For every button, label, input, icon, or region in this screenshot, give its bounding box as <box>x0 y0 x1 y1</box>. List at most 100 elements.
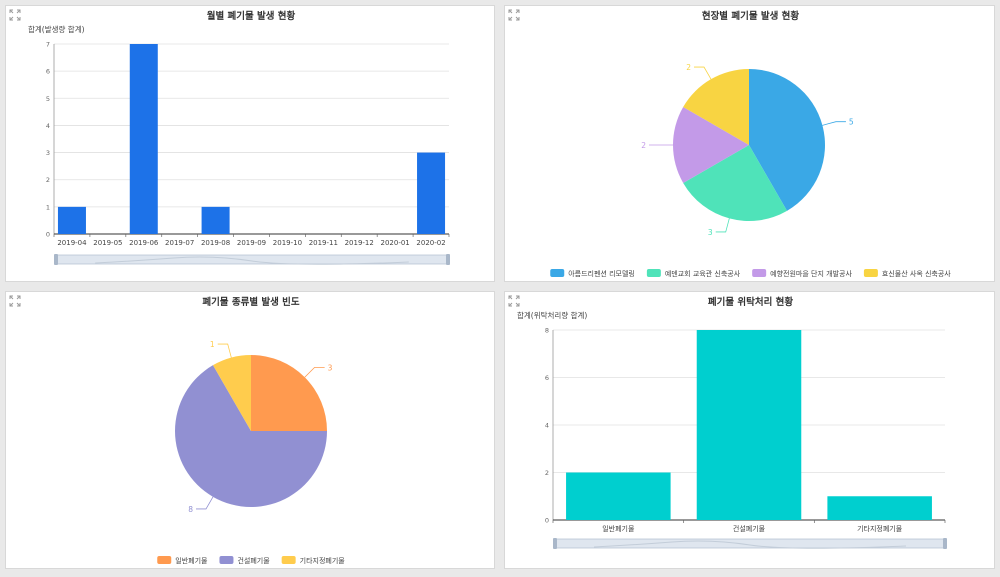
legend-label: 효신물산 사옥 신축공사 <box>882 269 951 278</box>
bar[interactable] <box>129 44 158 234</box>
pie-slice[interactable] <box>749 69 825 211</box>
chart-legend: 아름드리펜션 리모델링 예덴교회 교육관 신축공사 예향전원마을 단지 개발공사 효신… <box>550 269 951 278</box>
expand-icon-corner <box>508 295 513 300</box>
pie-value-label: 2 <box>641 141 646 150</box>
pie-value-label: 8 <box>188 505 193 514</box>
pie-label-line <box>217 343 232 358</box>
pie-slice[interactable] <box>213 355 251 431</box>
legend-label: 아름드리펜션 리모델링 <box>568 269 635 278</box>
pie-slice[interactable] <box>683 69 749 145</box>
expand-icon-corner <box>9 302 14 307</box>
legend-item[interactable]: 효신물산 사옥 신축공사 <box>863 269 951 278</box>
pie-value-label: 5 <box>849 118 854 127</box>
expand-icon-corner <box>515 9 520 14</box>
pie-slice[interactable] <box>175 365 327 507</box>
pie-label-line <box>694 66 712 80</box>
y-tick-label: 2 <box>545 469 549 477</box>
y-tick-label: 6 <box>46 68 50 76</box>
bar[interactable] <box>417 152 446 234</box>
x-tick-label: 기타지정폐기물 <box>857 524 903 533</box>
y-tick-label: 4 <box>46 122 50 130</box>
expand-icon[interactable] <box>9 9 21 21</box>
x-tick-label: 2019-12 <box>345 239 374 247</box>
x-tick-label: 2019-10 <box>273 239 302 247</box>
site-waste-pie-chart: 현장별 폐기물 발생 현황 5 3 2 2 아름드리펜션 리모델링 예덴교회 교육관 신축공… <box>508 9 951 278</box>
legend-item[interactable]: 일반폐기물 <box>157 556 208 565</box>
expand-icon-corner <box>508 302 513 307</box>
slider-right-handle[interactable] <box>446 254 450 265</box>
y-tick-label: 4 <box>545 422 549 430</box>
legend-swatch <box>281 556 296 564</box>
y-axis-name: 합계(발생량 합계) <box>28 24 85 34</box>
legend-item[interactable]: 예향전원마을 단지 개발공사 <box>752 269 852 278</box>
y-tick-label: 1 <box>46 203 50 211</box>
expand-icon-corner <box>515 295 520 300</box>
legend-label: 기타지정폐기물 <box>300 556 346 565</box>
expand-icon-corner <box>515 16 520 21</box>
slider-left-handle[interactable] <box>54 254 58 265</box>
expand-icon[interactable] <box>9 295 21 307</box>
bar[interactable] <box>57 206 86 234</box>
y-tick-label: 5 <box>46 95 50 103</box>
chart-title: 폐기물 종류별 발생 빈도 <box>202 296 300 308</box>
pie-label-line <box>822 121 846 126</box>
legend-swatch <box>863 269 878 277</box>
expand-icon[interactable] <box>508 295 520 307</box>
y-axis-name: 합계(위탁처리량 합계) <box>517 310 587 320</box>
expand-icon-corner <box>16 302 21 307</box>
y-tick-label: 6 <box>545 374 549 382</box>
y-tick-label: 8 <box>545 327 549 335</box>
bar[interactable] <box>696 330 802 520</box>
legend-item[interactable]: 예덴교회 교육관 신축공사 <box>646 269 741 278</box>
expand-icon-corner <box>508 9 513 14</box>
expand-icon-corner <box>16 16 21 21</box>
pie-slice[interactable] <box>251 355 327 431</box>
slider-right-handle[interactable] <box>943 538 947 549</box>
slider-preview-line <box>95 256 409 265</box>
y-tick-label: 0 <box>46 231 50 239</box>
y-tick-label: 0 <box>545 517 549 525</box>
site-waste-chart-panel: 현장별 폐기물 발생 현황 5 3 2 2 아름드리펜션 리모델링 예덴교회 교육관 신축공… <box>504 5 995 282</box>
zoom-slider[interactable] <box>553 538 947 549</box>
y-tick-label: 3 <box>46 149 50 157</box>
pie-label-line <box>304 366 325 378</box>
expand-icon-corner <box>508 16 513 21</box>
x-tick-label: 2019-09 <box>237 239 266 247</box>
x-tick-label: 건설폐기물 <box>733 524 766 533</box>
x-tick-label: 2019-06 <box>129 239 159 247</box>
x-tick-label: 2020-02 <box>416 239 445 247</box>
pie-value-label: 3 <box>708 228 713 237</box>
legend-label: 일반폐기물 <box>175 556 208 565</box>
chart-legend: 일반폐기물 건설폐기물 기타지정폐기물 <box>157 556 345 565</box>
zoom-slider[interactable] <box>54 254 450 265</box>
legend-swatch <box>646 269 661 277</box>
pie-slice[interactable] <box>673 107 749 183</box>
expand-icon-corner <box>9 9 14 14</box>
expand-icon-corner <box>515 302 520 307</box>
x-tick-label: 2019-08 <box>201 239 230 247</box>
legend-item[interactable]: 기타지정폐기물 <box>281 556 346 565</box>
bar[interactable] <box>827 496 932 520</box>
waste-type-chart-panel: 폐기물 종류별 발생 빈도 3 8 1 일반폐기물 건설폐기물 기타지정폐기물 <box>5 291 495 569</box>
expand-icon-corner <box>16 295 21 300</box>
x-tick-label: 2019-05 <box>93 239 122 247</box>
legend-item[interactable]: 아름드리펜션 리모델링 <box>550 269 635 278</box>
pie-label-line <box>715 218 730 233</box>
chart-title: 월별 폐기물 발생 현황 <box>207 10 296 22</box>
x-tick-label: 2019-04 <box>57 239 87 247</box>
pie-slice[interactable] <box>683 145 787 221</box>
pie-value-label: 1 <box>210 340 215 349</box>
bar[interactable] <box>566 472 671 521</box>
consignment-chart-panel: 폐기물 위탁처리 현황 합계(위탁처리량 합계) 0 2 4 6 8 일반폐기물 건설폐기물 기타… <box>504 291 995 569</box>
chart-title: 폐기물 위탁처리 현황 <box>708 296 794 308</box>
legend-item[interactable]: 건설폐기물 <box>219 556 270 565</box>
pie-value-label: 2 <box>686 63 691 72</box>
legend-swatch <box>157 556 172 564</box>
slider-left-handle[interactable] <box>553 538 557 549</box>
pie-label-line <box>196 496 214 510</box>
chart-title: 현장별 폐기물 발생 현황 <box>702 10 800 22</box>
y-tick-label: 2 <box>46 176 50 184</box>
expand-icon[interactable] <box>508 9 520 21</box>
bar[interactable] <box>201 206 230 234</box>
